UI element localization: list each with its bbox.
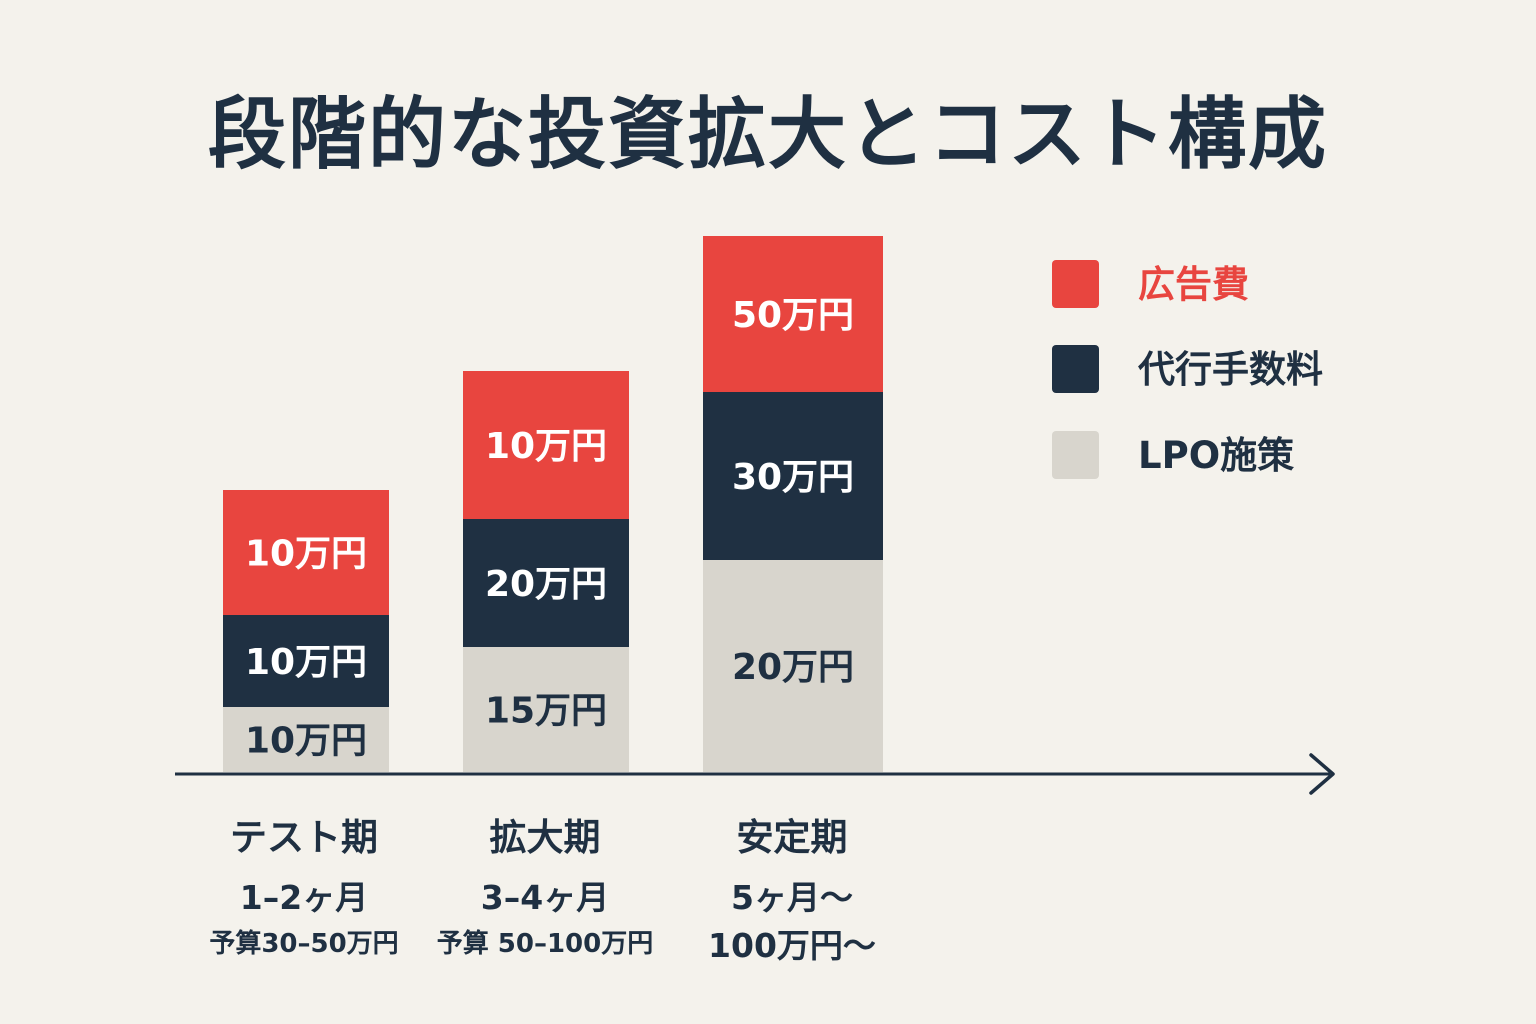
legend-swatch bbox=[1052, 431, 1099, 479]
legend-item-agency: 代行手数料 bbox=[1052, 345, 1323, 393]
bar-segment-lpo bbox=[463, 647, 629, 772]
chart-title: 段階的な投資拡大とコスト構成 bbox=[207, 90, 1328, 180]
category-label: 拡大期 bbox=[490, 816, 601, 859]
period-label: 3–4ヶ月 bbox=[481, 878, 609, 917]
data-label: 20万円 bbox=[485, 564, 607, 605]
data-label: 30万円 bbox=[732, 457, 854, 498]
data-label: 10万円 bbox=[485, 426, 607, 467]
period-label: 5ヶ月〜 bbox=[731, 878, 853, 917]
data-label: 10万円 bbox=[245, 534, 367, 575]
period-label: 1–2ヶ月 bbox=[240, 878, 368, 917]
x-axis-arrow-icon bbox=[1309, 753, 1335, 795]
bar-stack bbox=[223, 490, 389, 772]
data-label: 15万円 bbox=[485, 691, 607, 732]
x-axis bbox=[175, 753, 1335, 795]
bar-segment-lpo bbox=[703, 560, 883, 772]
legend-label: 広告費 bbox=[1138, 263, 1249, 306]
data-label: 50万円 bbox=[732, 295, 854, 336]
budget-label: 100万円〜 bbox=[708, 926, 876, 965]
data-label: 10万円 bbox=[245, 721, 367, 762]
labels-layer: 10万円 10万円 10万円 15万円 20万円 10万円 20万円 30万円 50万円 bbox=[245, 295, 854, 762]
legend-item-ad: 広告費 bbox=[1052, 260, 1249, 308]
data-label: 10万円 bbox=[245, 642, 367, 683]
legend-label: LPO施策 bbox=[1138, 434, 1294, 477]
bars-layer bbox=[223, 236, 883, 772]
category-label: テスト期 bbox=[230, 816, 378, 859]
legend-item-lpo: LPO施策 bbox=[1052, 431, 1294, 479]
budget-label: 予算30–50万円 bbox=[209, 928, 398, 959]
bar-segment-ad bbox=[223, 490, 389, 615]
budget-label: 予算 50–100万円 bbox=[437, 928, 654, 959]
bar-stack bbox=[463, 371, 629, 772]
bar-segment-agency bbox=[463, 519, 629, 647]
bar-segment-agency bbox=[703, 392, 883, 560]
bar-segment-ad bbox=[463, 371, 629, 519]
bar-segment-agency bbox=[223, 615, 389, 707]
category-label: 安定期 bbox=[737, 816, 848, 859]
legend-swatch bbox=[1052, 345, 1099, 393]
data-label: 20万円 bbox=[732, 647, 854, 688]
bar-stack bbox=[703, 236, 883, 772]
bar-segment-ad bbox=[703, 236, 883, 392]
legend-label: 代行手数料 bbox=[1137, 348, 1323, 391]
bar-segment-lpo bbox=[223, 707, 389, 772]
legend-swatch bbox=[1052, 260, 1099, 308]
